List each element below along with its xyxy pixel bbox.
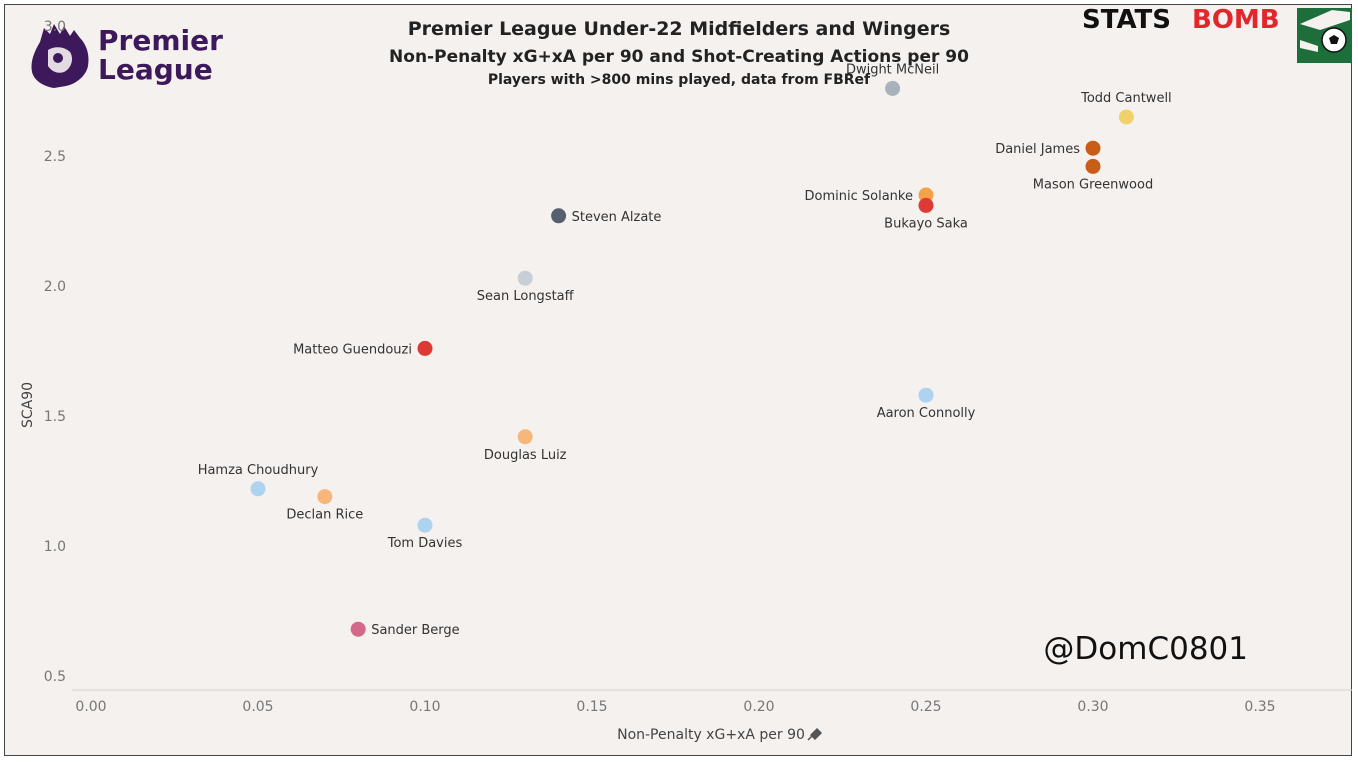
data-point[interactable] xyxy=(517,429,533,445)
pl-logo-line2: League xyxy=(98,53,213,86)
point-labels: Callum Hudson-OdoiPhil FodenChristian Pu… xyxy=(198,62,1172,638)
chart-note: Players with >800 mins played, data from… xyxy=(488,72,871,88)
data-point[interactable] xyxy=(918,187,934,203)
data-point[interactable] xyxy=(317,489,333,505)
point-label: Dwight McNeil xyxy=(846,62,939,77)
data-point[interactable] xyxy=(250,481,266,497)
point-label: Douglas Luiz xyxy=(484,448,567,463)
y-tick-label: 1.0 xyxy=(44,539,66,555)
x-axis-label: Non-Penalty xG+xA per 90 xyxy=(617,727,805,743)
x-tick-labels: 0.000.050.100.150.200.250.300.350.400.45… xyxy=(75,699,1275,715)
data-point[interactable] xyxy=(918,197,934,213)
data-point[interactable] xyxy=(551,208,567,224)
x-tick-label: 0.10 xyxy=(409,699,440,715)
data-point[interactable] xyxy=(417,340,433,356)
point-label: Hamza Choudhury xyxy=(198,463,319,478)
data-point[interactable] xyxy=(350,621,366,637)
chart-subtitle: Non-Penalty xG+xA per 90 and Shot-Creati… xyxy=(389,47,969,67)
point-label: Dominic Solanke xyxy=(805,189,913,204)
point-label: Matteo Guendouzi xyxy=(293,342,412,357)
point-label: Steven Alzate xyxy=(572,210,662,225)
y-tick-label: 2.5 xyxy=(44,149,66,165)
premier-league-logo: Premier League xyxy=(31,24,223,88)
x-tick-label: 0.00 xyxy=(75,699,106,715)
data-point[interactable] xyxy=(417,517,433,533)
chart-title: Premier League Under-22 Midfielders and … xyxy=(408,18,951,40)
x-tick-label: 0.25 xyxy=(910,699,941,715)
y-axis-label: SCA90 xyxy=(20,382,36,428)
y-tick-label: 1.5 xyxy=(44,409,66,425)
statsbomb-part1: STATS xyxy=(1082,5,1171,35)
pin-icon xyxy=(807,727,823,741)
point-label: Mason Greenwood xyxy=(1033,177,1153,192)
chart-frame xyxy=(4,4,1352,756)
statsbomb-part2: BOMB xyxy=(1192,5,1280,35)
point-label: Sean Longstaff xyxy=(477,289,575,304)
pl-logo-line1: Premier xyxy=(98,24,223,57)
x-tick-label: 0.15 xyxy=(576,699,607,715)
data-point[interactable] xyxy=(918,387,934,403)
football-badge-icon xyxy=(1297,8,1352,63)
point-label: Declan Rice xyxy=(286,508,363,523)
data-point[interactable] xyxy=(517,270,533,286)
y-tick-label: 2.0 xyxy=(44,279,66,295)
statsbomb-logo: STATS BOMB xyxy=(1082,5,1280,35)
data-point[interactable] xyxy=(1085,158,1101,174)
data-points xyxy=(250,80,1134,637)
point-label: Bukayo Saka xyxy=(884,216,968,231)
x-tick-label: 0.35 xyxy=(1244,699,1275,715)
point-label: Daniel James xyxy=(995,142,1080,157)
point-label: Tom Davies xyxy=(387,536,463,551)
y-tick-labels: 0.51.01.52.02.53.03.54.04.5 xyxy=(44,19,66,685)
y-tick-label: 0.5 xyxy=(44,669,66,685)
point-label: Todd Cantwell xyxy=(1080,91,1172,106)
point-label: Aaron Connolly xyxy=(877,406,976,421)
x-tick-label: 0.05 xyxy=(242,699,273,715)
data-point[interactable] xyxy=(1118,109,1134,125)
data-point[interactable] xyxy=(1085,140,1101,156)
x-tick-label: 0.20 xyxy=(743,699,774,715)
y-tick-label: 3.0 xyxy=(44,19,66,35)
x-tick-label: 0.30 xyxy=(1077,699,1108,715)
point-label: Sander Berge xyxy=(371,623,459,638)
data-point[interactable] xyxy=(885,80,901,96)
author-handle: @DomC0801 xyxy=(1043,631,1248,667)
